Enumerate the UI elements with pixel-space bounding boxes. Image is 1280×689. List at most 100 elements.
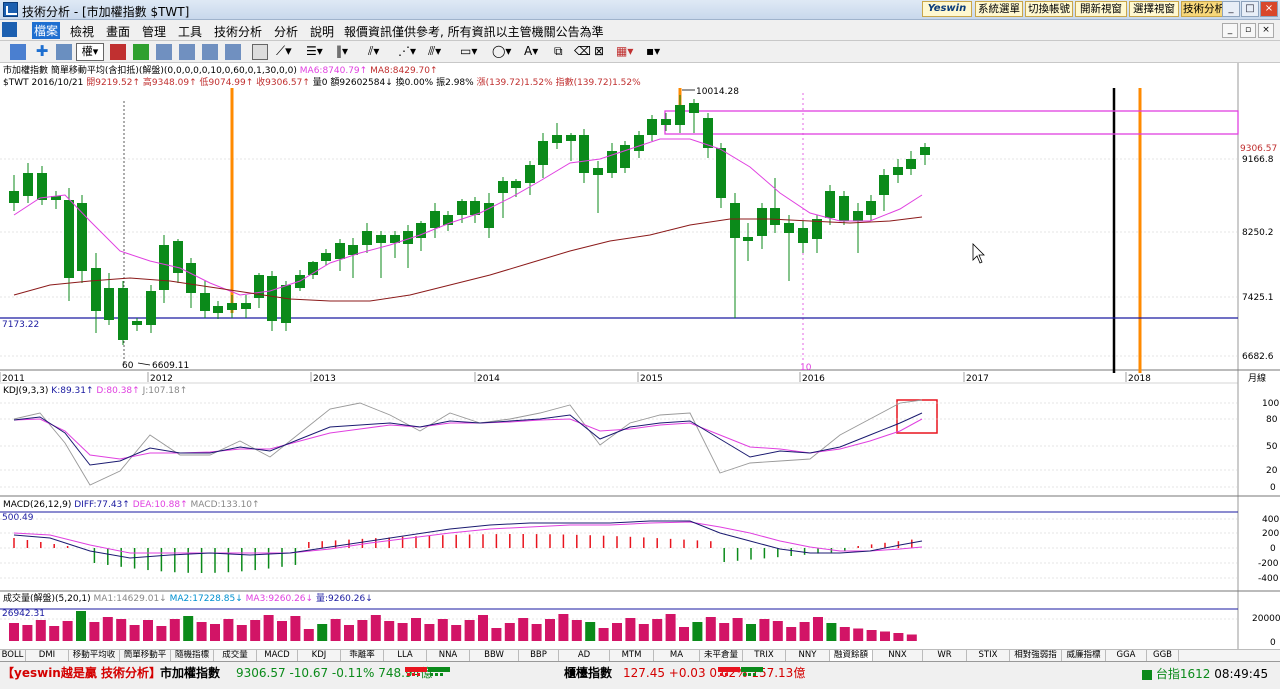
save-icon[interactable]: ▪▾ bbox=[646, 44, 661, 58]
menu-tech-analysis[interactable]: 技術分析 bbox=[214, 25, 263, 39]
indicator-tab[interactable]: 融資餘額 bbox=[830, 650, 873, 662]
maximize-button[interactable]: □ bbox=[1241, 1, 1259, 17]
text-tool-icon[interactable]: A▾ bbox=[524, 44, 539, 58]
candle-41 bbox=[566, 133, 576, 161]
indicator-tab[interactable]: MACD bbox=[257, 650, 298, 662]
chart-green-icon[interactable] bbox=[133, 44, 149, 60]
menu-manage[interactable]: 管理 bbox=[142, 25, 167, 39]
mdi-minimize-button[interactable]: _ bbox=[1222, 23, 1238, 38]
indicator-tab[interactable]: 乖離率 bbox=[341, 650, 384, 662]
menu-view[interactable]: 檢視 bbox=[70, 25, 95, 39]
eraser-icon[interactable]: ⌫ bbox=[574, 44, 591, 58]
menu-screen[interactable]: 畫面 bbox=[106, 25, 131, 39]
candle-52 bbox=[716, 143, 726, 208]
candle-64 bbox=[879, 169, 889, 211]
volume-bar-0 bbox=[9, 623, 19, 641]
panel3-icon[interactable] bbox=[202, 44, 218, 60]
parallel-tool-icon[interactable]: ⫻▾ bbox=[428, 44, 442, 58]
indicator-tab[interactable]: BBW bbox=[470, 650, 519, 662]
indicator-tab[interactable]: BBP bbox=[519, 650, 559, 662]
volume-bar-33 bbox=[451, 625, 462, 641]
system-menu-button[interactable]: 系統選單 bbox=[975, 1, 1023, 17]
indicator-tab[interactable]: NNX bbox=[873, 650, 923, 662]
volume-bar-11 bbox=[156, 626, 167, 641]
indicator-tab[interactable]: NNY bbox=[786, 650, 830, 662]
indicator-tab[interactable]: 成交量 bbox=[214, 650, 257, 662]
minimize-button[interactable]: _ bbox=[1222, 1, 1240, 17]
panel2-icon[interactable] bbox=[179, 44, 195, 60]
macd-left-label: 500.49 bbox=[2, 513, 34, 523]
close-button[interactable]: × bbox=[1260, 1, 1278, 17]
chart-layout-icon[interactable] bbox=[10, 44, 26, 60]
candle-42 bbox=[579, 129, 589, 183]
indicator-tab[interactable]: 移動平均收 bbox=[69, 650, 120, 662]
window-icon[interactable] bbox=[56, 44, 72, 60]
indicator-tab[interactable]: MA bbox=[654, 650, 700, 662]
fan-tool-icon[interactable]: ⋰▾ bbox=[398, 44, 417, 58]
candle-58 bbox=[798, 221, 808, 253]
candle-63 bbox=[866, 195, 876, 221]
crosshair-icon[interactable]: ✚ bbox=[35, 42, 49, 60]
mouse-cursor-icon bbox=[972, 243, 985, 264]
candle-32 bbox=[443, 211, 453, 231]
kdj-ytick-1: 80 bbox=[1266, 415, 1278, 425]
indicator-tab[interactable]: STIX bbox=[967, 650, 1010, 662]
volume-bar-62 bbox=[839, 627, 850, 641]
draw-select-icon[interactable] bbox=[252, 44, 268, 60]
indicator-tab[interactable]: GGB bbox=[1147, 650, 1179, 662]
indicator-tab[interactable]: BOLL bbox=[0, 650, 26, 662]
chart-canvas[interactable]: 市加權指數 簡單移動平均(含扣抵)(解盤)(0,0,0,0,0,10,0,60,… bbox=[0, 63, 1280, 649]
volume-bar-47 bbox=[638, 624, 649, 641]
mdi-close-button[interactable]: × bbox=[1258, 23, 1274, 38]
new-window-button[interactable]: 開新視窗 bbox=[1075, 1, 1127, 17]
indicator-tab[interactable]: 威廉指標 bbox=[1062, 650, 1106, 662]
menu-file[interactable]: 檔案 bbox=[32, 22, 61, 39]
indicator-tab[interactable]: LLA bbox=[384, 650, 427, 662]
indicator-tab[interactable]: 相對強弱指 bbox=[1010, 650, 1062, 662]
switch-account-button[interactable]: 切換帳號 bbox=[1025, 1, 1073, 17]
chart-area: 市加權指數 簡單移動平均(含扣抵)(解盤)(0,0,0,0,0,10,0,60,… bbox=[0, 63, 1280, 649]
ellipse-tool-icon[interactable]: ◯▾ bbox=[492, 44, 512, 58]
rectangle-tool-icon[interactable]: ▭▾ bbox=[460, 44, 478, 58]
xlabel-2018: 2018 bbox=[1128, 374, 1151, 384]
indicator-tab[interactable]: WR bbox=[923, 650, 967, 662]
candle-49 bbox=[675, 95, 685, 133]
indicator-tab[interactable]: GGA bbox=[1106, 650, 1147, 662]
vol-ytick-0: 20000 bbox=[1252, 614, 1280, 624]
select-window-button[interactable]: 選擇視窗 bbox=[1129, 1, 1179, 17]
panel-icon[interactable] bbox=[156, 44, 172, 60]
volume-bar-25 bbox=[344, 625, 354, 641]
clear-icon[interactable]: ⊠ bbox=[594, 44, 605, 58]
channel-tool-icon[interactable]: ⫽▾ bbox=[368, 44, 380, 58]
xlabel-2011: 2011 bbox=[2, 374, 25, 384]
volume-bar-43 bbox=[585, 622, 596, 641]
indicator-tab[interactable]: AD bbox=[559, 650, 610, 662]
mdi-restore-button[interactable]: ▫ bbox=[1240, 23, 1256, 38]
volume-bar-36 bbox=[491, 628, 502, 641]
rights-dropdown[interactable]: 權▾ bbox=[76, 43, 104, 61]
indicator-tab[interactable]: MTM bbox=[610, 650, 654, 662]
indicator-tab[interactable]: 隨機指標 bbox=[171, 650, 214, 662]
color-grid-icon[interactable]: ▦▾ bbox=[616, 44, 634, 58]
indicator-tab[interactable]: 簡單移動平 bbox=[120, 650, 171, 662]
vlines-tool-icon[interactable]: ‖▾ bbox=[336, 44, 349, 58]
indicator-tab[interactable]: 未平倉量 bbox=[700, 650, 743, 662]
volume-bar-3 bbox=[49, 626, 60, 641]
indicator-tab[interactable]: TRIX bbox=[743, 650, 786, 662]
indicator-tabs: BOLL DMI 移動平均收 簡單移動平 隨機指標 成交量 MACD KDJ 乖離率 LLA NNA… bbox=[0, 649, 1280, 662]
hlines-tool-icon[interactable]: ☰▾ bbox=[306, 44, 323, 58]
indicator-tab[interactable]: DMI bbox=[26, 650, 69, 662]
kdj-j-line bbox=[13, 399, 923, 486]
xlabel-2013: 2013 bbox=[313, 374, 336, 384]
menu-help[interactable]: 說明 bbox=[310, 25, 335, 39]
line-tool-icon[interactable]: ⟋▾ bbox=[276, 44, 292, 59]
menu-tools[interactable]: 工具 bbox=[178, 25, 203, 39]
panel4-icon[interactable] bbox=[225, 44, 241, 60]
copy-icon[interactable]: ⧉ bbox=[554, 44, 563, 58]
chart-red-icon[interactable] bbox=[110, 44, 126, 60]
menu-analysis[interactable]: 分析 bbox=[274, 25, 299, 39]
volume-bar-9 bbox=[129, 625, 140, 641]
indicator-tab[interactable]: NNA bbox=[427, 650, 470, 662]
indicator-tab[interactable]: KDJ bbox=[298, 650, 341, 662]
tech-analysis-button[interactable]: 技術分析 bbox=[1181, 1, 1227, 17]
